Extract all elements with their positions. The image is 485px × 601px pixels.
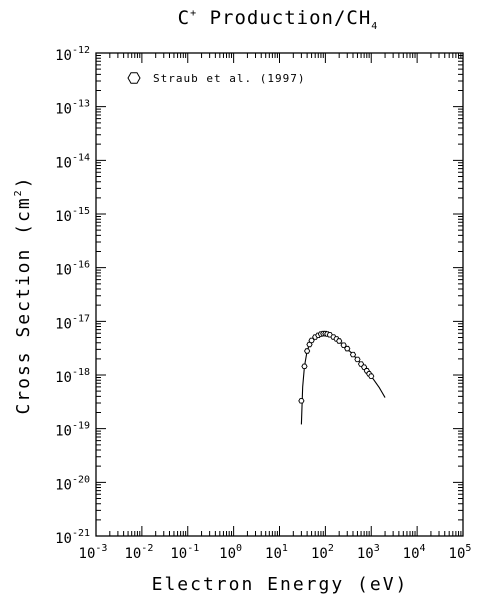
y-tick-label: 10-16 (55, 260, 90, 279)
data-point (298, 398, 305, 404)
x-tick-label: 100 (219, 543, 242, 562)
y-tick-label: 10-13 (55, 99, 90, 118)
y-label-main: Cross Section (cm (13, 196, 34, 414)
data-point (304, 348, 311, 354)
x-tick-label: 101 (265, 543, 288, 562)
data-point (344, 345, 351, 352)
x-tick-label: 105 (449, 543, 472, 562)
data-point (349, 351, 357, 358)
axis-ticks (95, 52, 464, 537)
x-axis-label: Electron Energy (eV) (152, 574, 409, 595)
title-base: C (178, 7, 190, 29)
x-tick-label: 10-2 (124, 543, 153, 562)
y-label-end: ) (13, 175, 34, 188)
y-label-sup: 2 (13, 188, 24, 196)
legend-marker-hexagon (127, 72, 141, 84)
y-tick-label: 10-21 (55, 528, 90, 547)
title-sub: 4 (371, 21, 378, 32)
y-tick-label: 10-12 (55, 45, 90, 64)
title-sup: + (190, 8, 197, 19)
series-layer (298, 330, 386, 425)
y-tick-label: 10-17 (55, 313, 90, 332)
title-middle: Production/CH (197, 7, 371, 29)
y-axis-label: Cross Section (cm2) (13, 175, 34, 414)
data-point (368, 373, 375, 379)
y-tick-label: 10-18 (55, 367, 90, 386)
x-tick-labels: 10-3 10-2 10-1 100 101 102 103 104 105 (79, 543, 472, 562)
plot-frame (95, 52, 464, 537)
legend: Straub et al. (1997) (127, 72, 305, 85)
y-tick-labels: 10-12 10-13 10-14 10-15 10-16 10-17 10-18 10-19… (55, 45, 90, 547)
chart-title: C+ Production/CH4 (178, 7, 379, 32)
data-point (354, 356, 361, 363)
y-tick-label: 10-19 (55, 421, 90, 440)
y-tick-label: 10-15 (55, 206, 90, 225)
x-tick-label: 103 (357, 543, 380, 562)
x-tick-label: 10-1 (170, 543, 199, 562)
data-point (336, 338, 343, 344)
x-tick-label: 102 (311, 543, 334, 562)
y-tick-label: 10-14 (55, 152, 90, 171)
x-tick-label: 104 (403, 543, 426, 562)
data-point (301, 363, 308, 370)
legend-label: Straub et al. (1997) (153, 72, 305, 85)
x-tick-label: 10-3 (79, 543, 108, 562)
tick-marks (95, 52, 464, 537)
y-tick-label: 10-20 (55, 474, 90, 493)
